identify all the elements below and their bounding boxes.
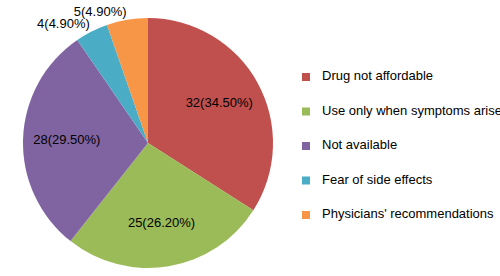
legend-swatch [302,142,310,150]
chart: 32(34.50%)25(26.20%)28(29.50%)4(4.90%)5(… [0,0,500,276]
legend-label: Not available [322,137,397,152]
legend-label: Fear of side effects [322,172,433,187]
legend-label: Use only when symptoms arise [322,103,500,118]
legend-label: Drug not affordable [322,68,433,83]
legend-swatch [302,211,310,219]
legend-swatch [302,73,310,81]
pie [23,18,273,268]
legend-swatch [302,177,310,185]
data-label: 5(4.90%) [74,4,127,19]
data-labels: 32(34.50%)25(26.20%)28(29.50%)4(4.90%)5(… [33,4,253,230]
legend: Drug not affordable Use only when symptom… [302,68,500,221]
pie-slice [107,18,148,143]
data-label: 25(26.20%) [128,215,195,230]
legend-label: Physicians' recommendations [322,206,494,221]
data-label: 32(34.50%) [186,95,253,110]
legend-swatch [302,108,310,116]
data-label: 28(29.50%) [33,132,100,147]
